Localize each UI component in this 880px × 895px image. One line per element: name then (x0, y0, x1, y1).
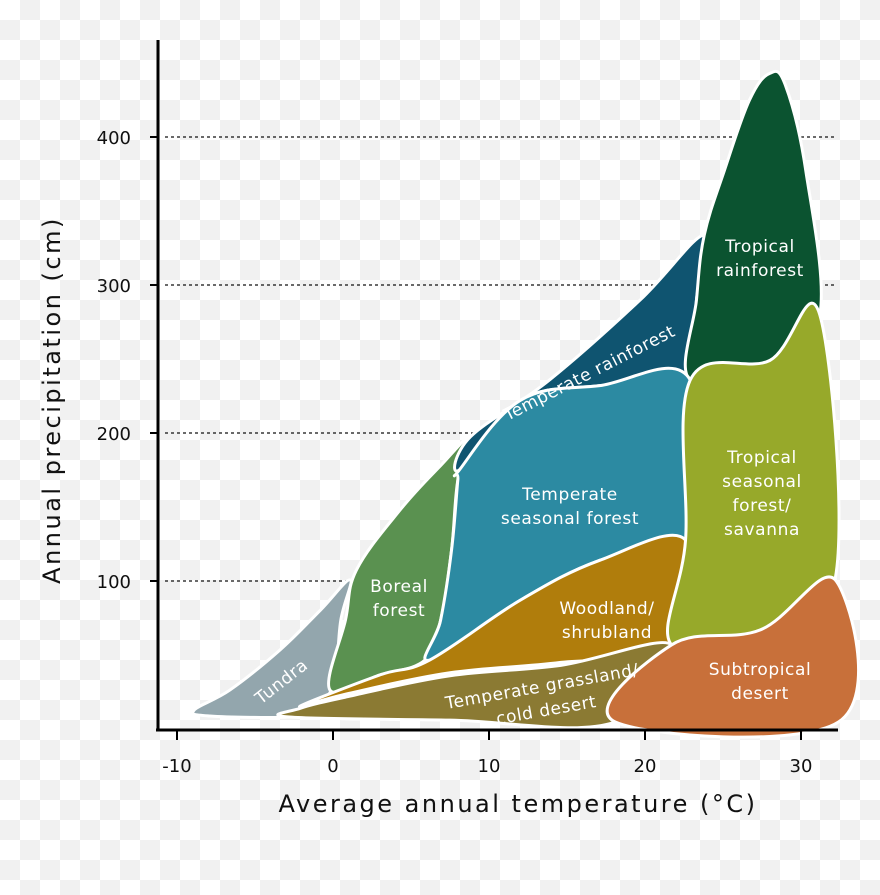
label-line: Temperate (521, 485, 618, 505)
label-line: rainforest (716, 261, 804, 281)
label-temperate-seasonal-forest: Temperate seasonal forest (501, 485, 639, 529)
y-tick-label: 100 (97, 572, 131, 593)
label-line: shrubland (562, 623, 652, 643)
label-line: forest (373, 601, 426, 621)
y-tick-label: 200 (97, 424, 131, 445)
region-tundra (191, 578, 353, 719)
label-line: Tropical (726, 448, 797, 468)
x-tick-label: 10 (478, 756, 501, 777)
label-line: Subtropical (709, 660, 812, 680)
x-tick-label: 20 (634, 756, 657, 777)
label-line: savanna (724, 520, 800, 540)
label-line: seasonal forest (501, 509, 639, 529)
y-tick-label: 400 (97, 128, 131, 149)
label-subtropical-desert: Subtropical desert (709, 660, 812, 704)
label-line: Tropical (724, 237, 795, 257)
label-tropical-seasonal-forest-savanna: Tropical seasonal forest/savanna (722, 448, 802, 540)
label-tropical-rainforest: Tropical rainforest (716, 237, 804, 281)
label-line: desert (731, 684, 789, 704)
axes: 100 200 300 400 -10 0 10 20 30 (97, 40, 838, 777)
y-tick-label: 300 (97, 276, 131, 297)
x-tick-label: -10 (162, 756, 191, 777)
x-axis-title: Average annual temperature (°C) (279, 790, 758, 818)
region-subtropical-desert (605, 575, 861, 739)
label-boreal-forest: Boreal forest (370, 577, 428, 621)
x-tick-label: 30 (790, 756, 813, 777)
label-woodland-shrubland: Woodland/shrubland (559, 599, 654, 643)
label-line: forest/ (733, 496, 792, 516)
label-line: Woodland/ (559, 599, 654, 619)
region-tropical-rainforest (683, 69, 823, 385)
label-line: Boreal (370, 577, 428, 597)
label-line: seasonal (722, 472, 802, 492)
x-tick-label: 0 (327, 756, 338, 777)
biome-regions (191, 69, 861, 739)
y-axis-title: Annual precipitation (cm) (38, 216, 66, 584)
